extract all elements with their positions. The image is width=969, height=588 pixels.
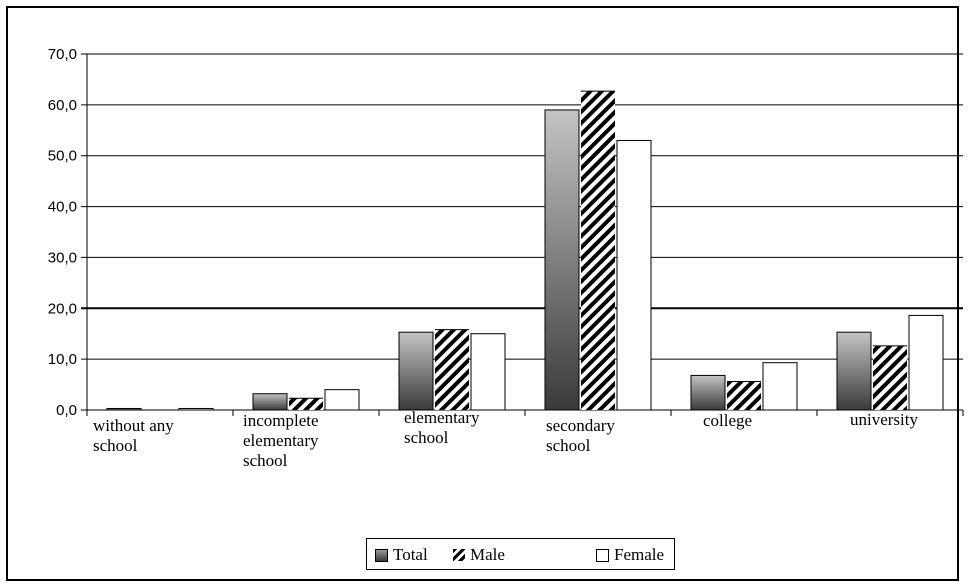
x-category-label-line: school [243, 451, 288, 470]
bar-total [398, 331, 434, 411]
x-category-label-line: secondary [546, 416, 615, 435]
bars [106, 90, 944, 411]
y-tick-label: 50,0 [48, 148, 77, 165]
bar-male [873, 345, 907, 410]
legend-swatch-female [596, 548, 609, 562]
y-tick-label: 0,0 [56, 402, 77, 419]
legend-label-male: Male [470, 545, 505, 564]
bar-female [324, 389, 360, 411]
x-category-label: secondary school [546, 416, 615, 455]
x-category-label-line: elementary [404, 408, 480, 427]
gridlines [81, 53, 964, 416]
x-category-label-line: school [93, 436, 138, 455]
legend-item-male: Male [453, 545, 505, 565]
bar-female [470, 333, 506, 411]
x-category-label-line: elementary [243, 431, 319, 450]
legend-label-total: Total [393, 545, 428, 564]
y-tick-label: 40,0 [48, 199, 77, 216]
y-axis-ticks: 0,0 10,0 20,0 30,0 40,0 50,0 60,0 70,0 [48, 46, 77, 419]
x-category-label-line: incomplete [243, 411, 319, 430]
x-category-label-line: school [404, 428, 449, 447]
bar-female [616, 139, 652, 411]
x-category-label-line: without any [93, 416, 174, 435]
bar-female [908, 314, 944, 411]
x-category-label: college [703, 411, 752, 430]
legend-item-female: Female [596, 545, 664, 565]
y-tick-label: 20,0 [48, 300, 77, 317]
x-category-label: without any school [93, 416, 174, 455]
bar-female [178, 407, 214, 411]
bar-female [762, 362, 798, 411]
x-category-label-line: school [546, 436, 591, 455]
bar-total [106, 407, 142, 411]
legend-item-total: Total [375, 545, 428, 565]
legend-label-female: Female [614, 545, 665, 564]
bar-male [435, 329, 469, 410]
legend-swatch-total [375, 548, 388, 562]
bar-male [581, 91, 615, 410]
y-tick-label: 30,0 [48, 249, 77, 266]
bar-total [690, 374, 726, 411]
chart-frame [6, 6, 959, 581]
bar-total [836, 331, 872, 411]
x-category-label: elementary school [404, 408, 480, 447]
y-tick-label: 70,0 [48, 46, 77, 63]
bar-total [544, 109, 580, 411]
y-tick-label: 10,0 [48, 351, 77, 368]
x-category-label-line: college [703, 411, 752, 430]
bar-total [252, 393, 288, 411]
legend-swatch-male [453, 549, 465, 561]
legend: Total Male Female [366, 538, 675, 570]
bar-male [727, 381, 761, 410]
x-category-label: university [850, 410, 918, 429]
x-category-label-line: university [850, 410, 918, 429]
bar-male [289, 398, 323, 410]
y-tick-label: 60,0 [48, 97, 77, 114]
x-category-label: incomplete elementary school [243, 411, 319, 470]
